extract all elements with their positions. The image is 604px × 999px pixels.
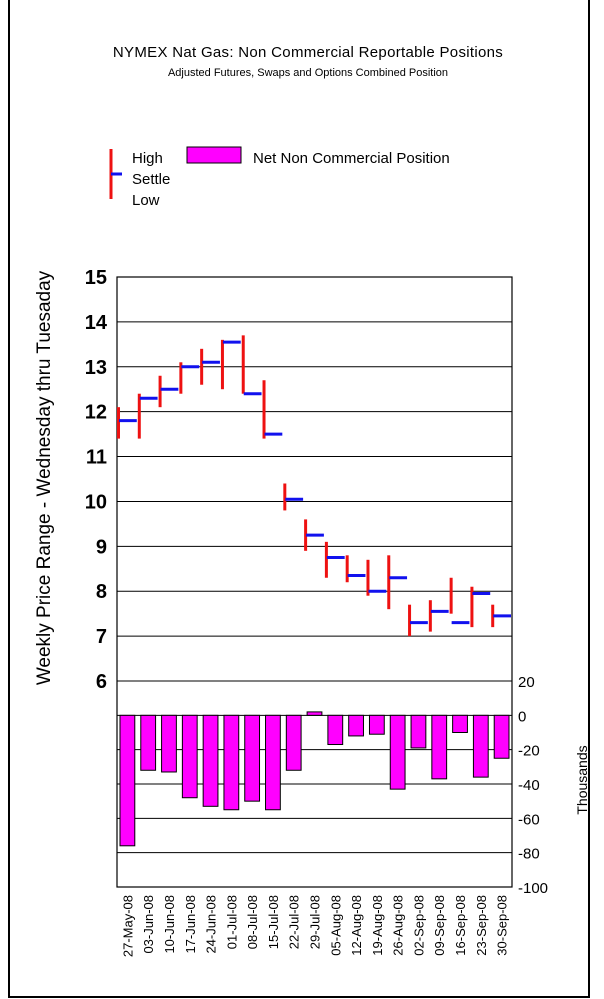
price-tick-label: 14 bbox=[85, 312, 108, 334]
chart-frame bbox=[8, 0, 590, 998]
category-label: 19-Aug-08 bbox=[370, 895, 385, 956]
category-label: 02-Sep-08 bbox=[411, 895, 426, 956]
category-label: 22-Jul-08 bbox=[287, 895, 302, 949]
position-bar bbox=[285, 714, 302, 771]
category-label: 17-Jun-08 bbox=[183, 895, 198, 954]
price-tick-label: 6 bbox=[96, 671, 107, 693]
price-tick-label: 11 bbox=[86, 447, 107, 469]
position-bar bbox=[202, 714, 219, 807]
position-bar bbox=[119, 714, 136, 847]
position-tick-label: 20 bbox=[518, 674, 535, 691]
position-bar bbox=[368, 714, 385, 735]
position-bar bbox=[389, 714, 406, 790]
position-bar bbox=[431, 714, 448, 780]
category-label: 27-May-08 bbox=[120, 895, 135, 957]
category-label: 16-Sep-08 bbox=[453, 895, 468, 956]
position-bar bbox=[244, 714, 261, 802]
category-label: 12-Aug-08 bbox=[349, 895, 364, 956]
category-label: 24-Jun-08 bbox=[204, 895, 219, 954]
position-tick-label: -100 bbox=[518, 880, 548, 897]
plot-area-border bbox=[116, 276, 513, 888]
category-label: 03-Jun-08 bbox=[141, 895, 156, 954]
position-bar bbox=[265, 714, 281, 811]
category-label: 29-Jul-08 bbox=[308, 895, 323, 949]
position-bar bbox=[410, 714, 427, 749]
price-tick-label: 9 bbox=[96, 536, 107, 558]
position-tick-label: -60 bbox=[518, 811, 540, 828]
category-label: 01-Jul-08 bbox=[224, 895, 239, 949]
legend-label-low: Low bbox=[132, 192, 160, 209]
position-bar bbox=[472, 714, 489, 778]
position-bar bbox=[140, 714, 157, 771]
position-bar bbox=[223, 714, 240, 811]
position-tick-label: 0 bbox=[518, 708, 526, 725]
chart-title: NYMEX Nat Gas: Non Commercial Reportable… bbox=[112, 44, 504, 61]
position-bar bbox=[348, 714, 364, 737]
y2-axis-label: Thousands bbox=[574, 745, 590, 814]
price-tick-label: 10 bbox=[85, 491, 107, 513]
category-label: 08-Jul-08 bbox=[245, 895, 260, 949]
category-label: 10-Jun-08 bbox=[162, 895, 177, 954]
position-bar bbox=[161, 714, 177, 773]
price-tick-label: 13 bbox=[85, 357, 107, 379]
category-label: 26-Aug-08 bbox=[391, 895, 406, 956]
position-tick-label: -80 bbox=[518, 846, 540, 863]
price-tick-label: 15 bbox=[85, 267, 107, 289]
category-label: 23-Sep-08 bbox=[474, 895, 489, 956]
chart-subtitle: Adjusted Futures, Swaps and Options Comb… bbox=[167, 67, 449, 79]
category-label: 05-Aug-08 bbox=[328, 895, 343, 956]
category-label: 09-Sep-08 bbox=[432, 895, 447, 956]
legend-bar-swatch bbox=[186, 146, 242, 164]
category-label: 30-Sep-08 bbox=[495, 895, 510, 956]
legend-label-high: High bbox=[132, 150, 163, 167]
legend-label-settle: Settle bbox=[132, 171, 170, 188]
price-tick-label: 8 bbox=[96, 581, 107, 603]
position-bar bbox=[452, 714, 468, 733]
category-label: 15-Jul-08 bbox=[266, 895, 281, 949]
position-bar bbox=[493, 714, 510, 759]
price-tick-label: 12 bbox=[85, 402, 107, 424]
position-tick-label: -20 bbox=[518, 743, 540, 760]
price-tick-label: 7 bbox=[96, 626, 107, 648]
position-bar bbox=[181, 714, 198, 799]
position-tick-label: -40 bbox=[518, 777, 540, 794]
position-bar bbox=[306, 711, 323, 716]
position-bar bbox=[327, 714, 344, 746]
y-axis-label: Weekly Price Range - Wednesday thru Tues… bbox=[34, 270, 55, 685]
legend-label-bar: Net Non Commercial Position bbox=[253, 150, 450, 167]
